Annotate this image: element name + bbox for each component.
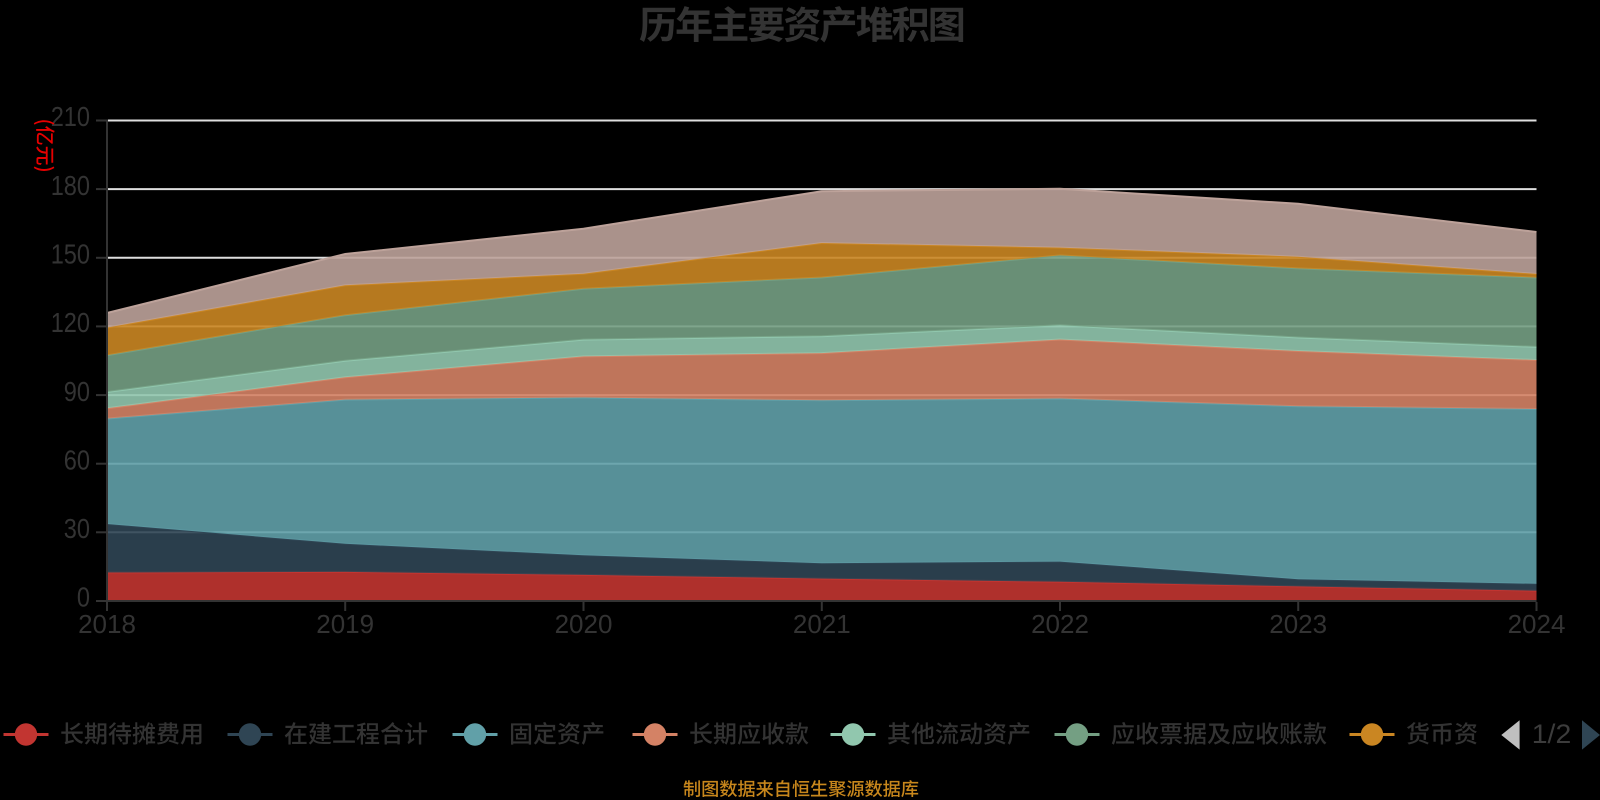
svg-text:2019: 2019 <box>316 609 374 639</box>
svg-text:150: 150 <box>51 239 90 270</box>
svg-text:60: 60 <box>64 444 90 475</box>
svg-text:180: 180 <box>51 170 90 201</box>
svg-text:1/2: 1/2 <box>1532 719 1572 749</box>
svg-text:90: 90 <box>64 376 90 407</box>
svg-text:30: 30 <box>64 513 90 544</box>
svg-text:2018: 2018 <box>78 609 136 639</box>
svg-text:2024: 2024 <box>1508 609 1566 639</box>
svg-text:210: 210 <box>51 101 90 132</box>
svg-text:2023: 2023 <box>1269 609 1327 639</box>
svg-text:2020: 2020 <box>555 609 613 639</box>
svg-text:0: 0 <box>77 582 90 613</box>
svg-text:120: 120 <box>51 307 90 338</box>
svg-text:2021: 2021 <box>793 609 851 639</box>
svg-text:2022: 2022 <box>1031 609 1089 639</box>
